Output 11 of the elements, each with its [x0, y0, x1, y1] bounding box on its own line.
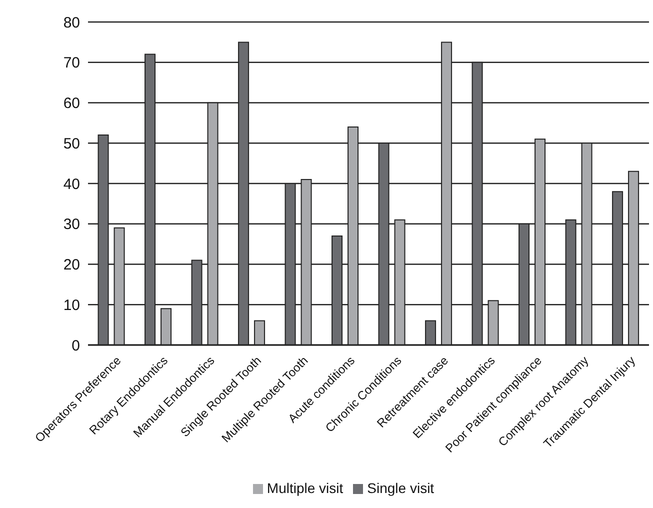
y-tick-label: 20: [63, 256, 80, 274]
y-tick-label: 50: [63, 135, 80, 152]
legend-label: Single visit: [367, 480, 434, 496]
y-tick-label: 30: [63, 216, 80, 234]
y-tick-label: 10: [63, 296, 80, 314]
y-tick-label: 80: [63, 14, 80, 32]
y-tick-label: 40: [63, 176, 80, 193]
y-tick-label: 70: [63, 54, 80, 72]
y-tick-label: 60: [63, 95, 80, 112]
y-tick-label: 0: [72, 337, 80, 354]
legend-label: Multiple visit: [266, 480, 344, 496]
